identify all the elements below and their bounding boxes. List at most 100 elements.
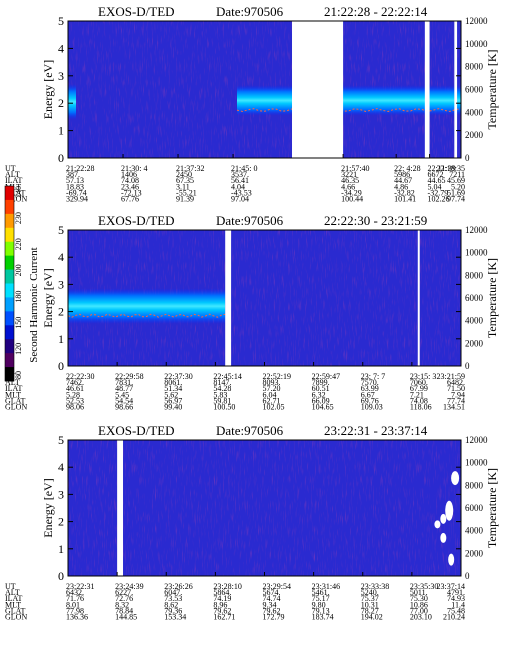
plasma-band	[68, 288, 226, 324]
row-label-mlt: MLT	[5, 390, 21, 399]
y2-tick-label: 10000	[465, 39, 488, 49]
saturated-blob	[448, 553, 455, 566]
colorbar-tick-label: 200	[14, 264, 23, 276]
value-glon: 104.65	[312, 403, 334, 412]
value-glon: 100.50	[213, 403, 235, 412]
value-alt: 8147.	[213, 378, 231, 387]
value-ilat: 72.76	[115, 594, 133, 603]
data-gap	[117, 440, 124, 576]
saturated-blob	[451, 471, 460, 486]
value-alt: 4791.	[447, 588, 465, 597]
plot-frame	[67, 20, 462, 159]
y2-axis-label: Temperature [K]	[485, 258, 499, 338]
panel-2: EXOS-D/TED Date:970506 22:22:30 - 23:21:59…	[5, 213, 499, 412]
value-glon: 183.74	[312, 613, 334, 622]
panel-title: EXOS-D/TED	[98, 213, 175, 228]
panel-3: EXOS-D/TED Date:970506 23:22:31 - 23:37:14…	[5, 423, 499, 622]
y-tick-label: 1	[58, 332, 64, 346]
data-gap	[454, 21, 458, 158]
colorbar-tick-label: 120	[14, 343, 23, 355]
value-mlt: 18.83	[66, 182, 84, 191]
value-ut: 23:29:54	[263, 582, 291, 591]
value-glon: 210.24	[443, 613, 465, 622]
value-alt: 3221	[341, 170, 357, 179]
row-label-ilat: ILAT	[5, 176, 22, 185]
row-label-ut: UT	[5, 582, 16, 591]
row-label-glat: GLAT	[5, 396, 26, 405]
value-glat: -34.29	[341, 188, 362, 197]
saturated-blob	[440, 513, 447, 524]
value-ilat: 46.61	[66, 384, 84, 393]
y2-tick-label: 2000	[465, 548, 484, 558]
value-ilat: 46.35	[341, 176, 359, 185]
y2-tick-label: 4000	[465, 526, 484, 536]
value-glon: 329.94	[66, 195, 88, 204]
value-ilat: 51.34	[164, 384, 182, 393]
value-alt: 6672	[428, 170, 444, 179]
value-glat: -43.53	[231, 188, 252, 197]
colorbar-tick-label: 230	[14, 212, 23, 224]
value-ut: 21:30: 4	[121, 164, 147, 173]
value-mlt: 6.32	[312, 390, 326, 399]
value-glat: 69.76	[361, 396, 379, 405]
saturated-blob	[445, 500, 454, 521]
row-label-alt: ALT	[5, 378, 20, 387]
colorbar-swatch	[5, 311, 14, 326]
row-label-ilat: ILAT	[5, 594, 22, 603]
value-glat: 74.08	[410, 396, 428, 405]
y2-tick-label: 8000	[465, 62, 484, 72]
y2-tick-label: 12000	[465, 225, 488, 235]
value-alt: 6047.	[164, 588, 182, 597]
value-glat: 75.48	[447, 606, 465, 615]
row-label-glon: GLON	[5, 403, 27, 412]
y2-tick-label: 12000	[465, 435, 488, 445]
value-ut: 22:18:35	[437, 164, 465, 173]
value-mlt: 3.11	[176, 182, 190, 191]
value-ut: 22:37:30	[164, 372, 192, 381]
value-ut: 23:15: 3	[410, 372, 436, 381]
y-axis-label: Energy [eV]	[41, 478, 55, 537]
y-tick-label: 3	[58, 69, 64, 83]
value-alt: 7899.	[312, 378, 330, 387]
value-mlt: 8.62	[164, 600, 178, 609]
y-tick-label: 4	[58, 250, 64, 264]
value-mlt: 4.86	[394, 182, 408, 191]
row-label-alt: ALT	[5, 588, 20, 597]
y2-tick-label: 8000	[465, 480, 484, 490]
colorbar-swatch	[5, 367, 14, 382]
value-glon: 98.66	[115, 403, 133, 412]
value-ilat: 73.53	[164, 594, 182, 603]
data-gap	[292, 21, 344, 158]
value-ut: 21:45: 0	[231, 164, 257, 173]
value-ilat: 67.99	[410, 384, 428, 393]
value-mlt: 9.80	[312, 600, 326, 609]
row-label-glat: GLAT	[5, 606, 26, 615]
value-mlt: 6.67	[361, 390, 375, 399]
y2-tick-label: 10000	[465, 248, 488, 258]
colorbar-swatch	[5, 227, 14, 243]
panel-1: EXOS-D/TED Date:970506 21:22:28 - 22:22:14…	[5, 4, 499, 204]
value-mlt: 8.01	[66, 600, 80, 609]
value-glon: 162.71	[213, 613, 235, 622]
value-ilat: 57.13	[66, 176, 84, 185]
colorbar-tick-label: 80	[14, 371, 23, 379]
value-ilat: 60.51	[312, 384, 330, 393]
y2-tick-label: 0	[465, 153, 470, 163]
value-ut: 23: 7: 7	[361, 372, 385, 381]
value-alt: 6482.	[447, 378, 465, 387]
value-glat: -32.82	[394, 188, 415, 197]
value-glat: 66.09	[312, 396, 330, 405]
value-ilat: 75.30	[410, 594, 428, 603]
value-glat: 51.69	[447, 188, 465, 197]
y-tick-label: 0	[58, 151, 64, 165]
value-ilat: 67.35	[176, 176, 194, 185]
value-ilat: 56.41	[231, 176, 249, 185]
value-ilat: 44.65	[428, 176, 446, 185]
value-ut: 23:31:46	[312, 582, 340, 591]
value-mlt: 4.66	[341, 182, 355, 191]
value-glat: 79.62	[263, 606, 281, 615]
y-tick-label: 5	[58, 433, 64, 447]
value-ilat: 74.74	[263, 594, 281, 603]
value-ilat: 71.76	[66, 594, 84, 603]
value-glat: 79.62	[213, 606, 231, 615]
